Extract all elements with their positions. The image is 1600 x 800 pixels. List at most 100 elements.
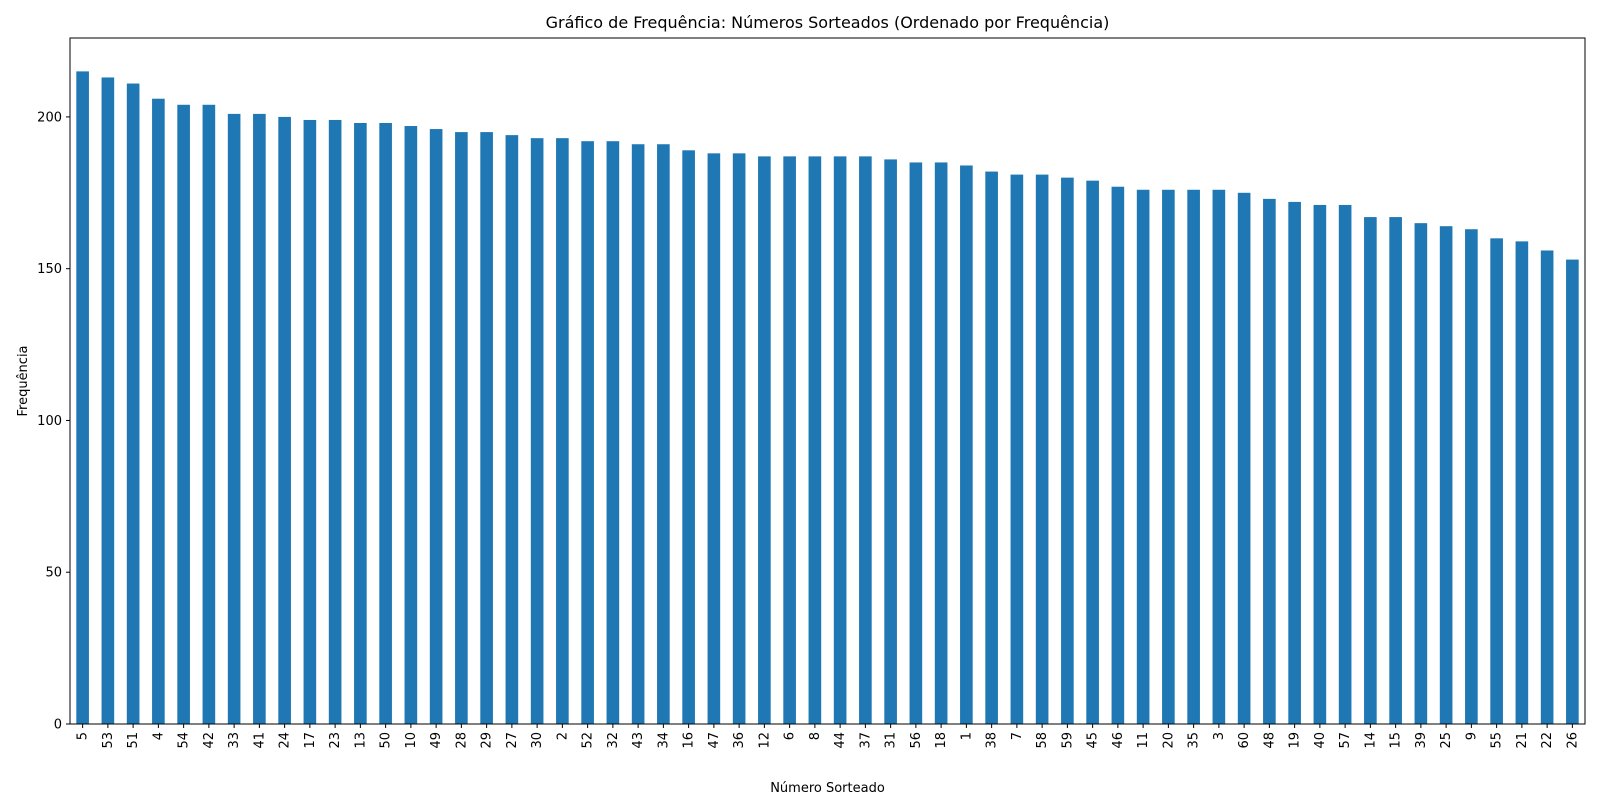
x-tick-label: 31 (884, 732, 899, 749)
bar-8 (808, 156, 822, 725)
bar-27 (505, 135, 519, 724)
y-axis-label: Frequência (16, 345, 31, 416)
bar-11 (1136, 189, 1150, 725)
x-tick-label: 28 (454, 732, 469, 749)
bar-36 (732, 153, 746, 724)
x-tick-label: 60 (1237, 732, 1252, 749)
x-tick-label: 50 (379, 732, 394, 749)
x-tick-label: 42 (202, 732, 217, 749)
bar-40 (1313, 204, 1327, 724)
x-tick-label: 36 (732, 732, 747, 749)
y-tick-label: 100 (37, 414, 62, 429)
bar-9 (1465, 229, 1478, 724)
x-tick-label: 54 (177, 732, 192, 749)
y-tick-label: 200 (37, 110, 62, 125)
bar-42 (202, 104, 216, 725)
x-tick-label: 47 (707, 732, 722, 749)
x-tick-label: 11 (1136, 732, 1151, 749)
x-tick-label: 23 (328, 732, 343, 749)
bars-group (76, 71, 1579, 725)
x-tick-label: 15 (1389, 732, 1404, 749)
x-tick-label: 18 (934, 732, 949, 749)
x-tick-label: 59 (1060, 732, 1075, 749)
x-tick-label: 55 (1490, 732, 1505, 749)
bar-4 (152, 98, 165, 725)
x-tick-label: 3 (1212, 732, 1227, 740)
bar-46 (1111, 186, 1125, 725)
bar-20 (1162, 189, 1175, 725)
x-tick-label: 19 (1288, 732, 1303, 749)
x-tick-label: 44 (833, 732, 848, 749)
x-tick-label: 33 (227, 732, 242, 749)
y-tick-label: 50 (45, 566, 62, 581)
bar-50 (379, 122, 392, 724)
bar-45 (1086, 180, 1099, 725)
x-tick-label: 13 (353, 732, 368, 749)
x-tick-label: 49 (429, 732, 444, 749)
x-tick-label: 40 (1313, 732, 1328, 749)
x-tick-label: 56 (909, 732, 924, 749)
bar-41 (253, 113, 266, 725)
x-tick-label: 52 (581, 732, 596, 749)
bar-48 (1263, 198, 1276, 724)
x-tick-label: 58 (1035, 732, 1050, 749)
bar-32 (606, 141, 620, 724)
bar-34 (657, 144, 670, 724)
bar-21 (1515, 241, 1529, 724)
x-tick-label: 24 (278, 732, 293, 749)
bar-53 (101, 77, 115, 724)
bar-57 (1338, 204, 1352, 724)
y-tick-label: 150 (37, 262, 62, 277)
bar-55 (1490, 238, 1503, 724)
bar-33 (227, 113, 241, 725)
x-tick-label: 16 (682, 732, 697, 749)
bar-10 (404, 126, 418, 724)
bar-7 (1010, 174, 1024, 725)
plot-frame (69, 37, 1586, 725)
x-tick-label: 53 (101, 732, 116, 749)
bar-35 (1187, 189, 1200, 725)
x-tick-label: 34 (656, 732, 671, 749)
bar-28 (455, 132, 468, 724)
bar-39 (1414, 223, 1428, 724)
x-tick-label: 8 (808, 732, 823, 740)
bar-29 (480, 132, 493, 724)
bar-25 (1439, 226, 1453, 724)
x-tick-label: 48 (1262, 732, 1277, 749)
x-tick-label: 41 (252, 732, 267, 749)
x-tick-label: 45 (1086, 732, 1101, 749)
bar-56 (909, 162, 923, 725)
x-tick-label: 1 (959, 732, 974, 740)
y-axis: 0 50 100 150 200 (37, 110, 70, 733)
x-tick-label: 5 (76, 732, 91, 740)
x-axis-label: Número Sorteado (770, 781, 885, 796)
x-tick-label: 37 (858, 732, 873, 749)
bar-49 (429, 129, 443, 724)
bar-52 (581, 141, 594, 724)
x-tick-label: 43 (631, 732, 646, 749)
chart-title: Gráfico de Frequência: Números Sorteados… (546, 13, 1110, 32)
x-tick-label: 17 (303, 732, 318, 749)
bar-43 (631, 144, 645, 724)
bar-31 (884, 159, 897, 725)
x-tick-label: 22 (1540, 732, 1555, 749)
x-tick-label: 29 (480, 732, 495, 749)
x-tick-label: 25 (1439, 732, 1454, 749)
bar-15 (1389, 217, 1402, 724)
x-tick-label: 10 (404, 732, 419, 749)
x-tick-label: 30 (530, 732, 545, 749)
bar-12 (758, 156, 771, 725)
bar-5 (76, 71, 89, 724)
y-tick-label: 0 (54, 718, 62, 733)
bar-23 (328, 119, 342, 724)
bar-3 (1212, 189, 1226, 725)
x-tick-label: 9 (1464, 732, 1479, 740)
x-tick-label: 51 (126, 732, 141, 749)
bar-54 (177, 104, 190, 725)
x-tick-label: 38 (985, 732, 1000, 749)
bar-17 (303, 119, 317, 724)
bar-22 (1540, 250, 1554, 724)
x-tick-label: 14 (1363, 732, 1378, 749)
bar-13 (354, 122, 367, 724)
